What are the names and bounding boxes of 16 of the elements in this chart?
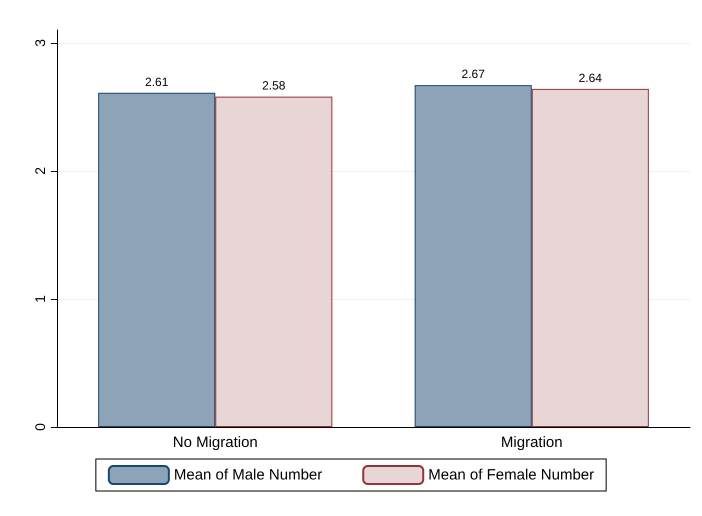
y-tick-label: 3 (32, 38, 48, 47)
bar (532, 88, 649, 427)
data-label: 2.67 (462, 67, 486, 82)
bar (98, 92, 216, 427)
data-label: 2.58 (262, 78, 286, 93)
data-label: 2.61 (145, 74, 169, 89)
bar (414, 85, 532, 427)
bar (215, 96, 332, 427)
x-tick-label: Migration (500, 434, 563, 451)
legend-label: Mean of Male Number (174, 466, 322, 484)
data-label: 2.64 (578, 70, 602, 85)
y-tick-label: 2 (32, 166, 48, 175)
y-tick-label: 1 (32, 294, 48, 303)
x-tick-label: No Migration (172, 434, 258, 451)
legend-label: Mean of Female Number (428, 466, 594, 484)
y-tick-label: 0 (32, 422, 48, 431)
